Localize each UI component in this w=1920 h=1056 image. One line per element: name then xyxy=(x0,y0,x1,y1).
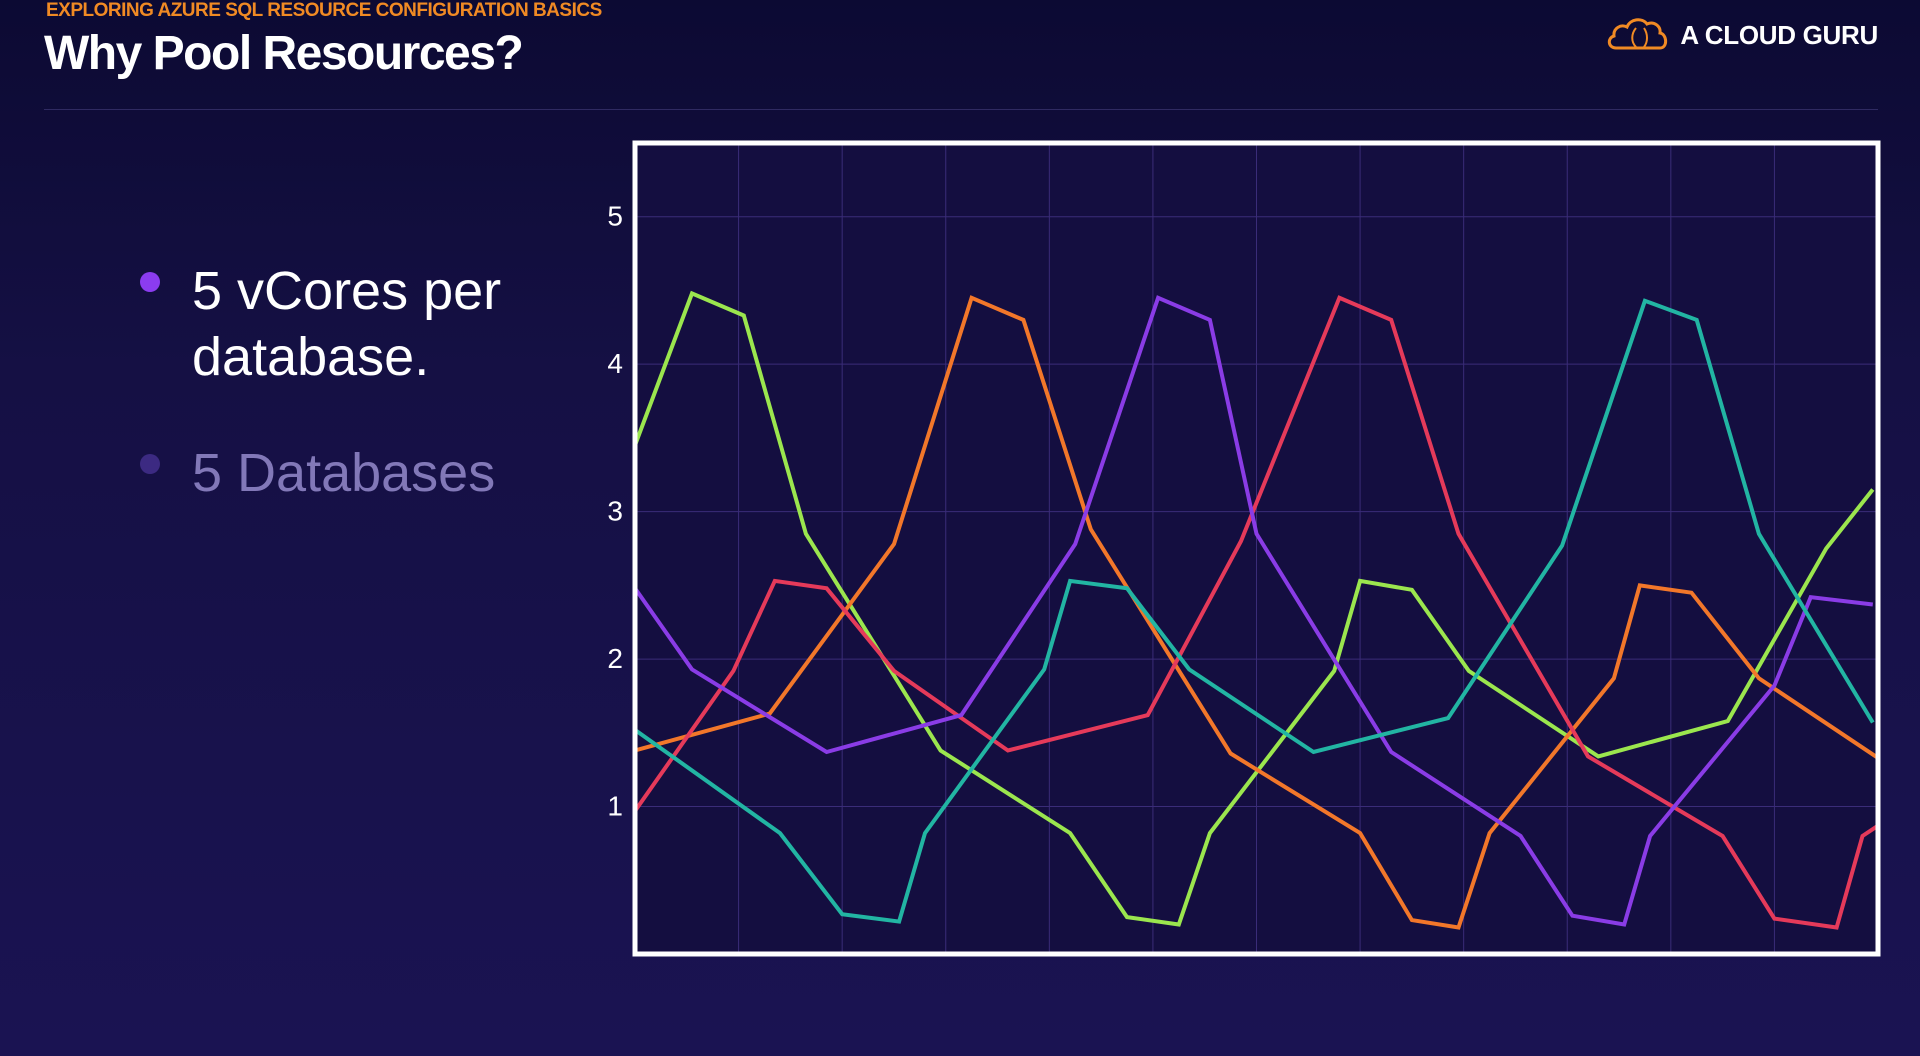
y-tick-label: 3 xyxy=(607,496,623,527)
series-line xyxy=(633,290,1875,927)
y-tick-label: 2 xyxy=(607,643,623,674)
bullet-list: 5 vCores per database. 5 Databases xyxy=(140,258,580,556)
y-tick-label: 5 xyxy=(607,201,623,232)
series-line xyxy=(633,295,1874,927)
series-line xyxy=(634,295,1880,930)
y-tick-label: 1 xyxy=(607,791,623,822)
page-title: Why Pool Resources? xyxy=(44,27,524,80)
bullet-item-vcores: 5 vCores per database. xyxy=(140,258,580,390)
course-kicker: EXPLORING AZURE SQL RESOURCE CONFIGURATI… xyxy=(46,0,602,21)
bullet-text-databases: 5 Databases xyxy=(192,443,496,503)
bullet-text-vcores: 5 vCores per database. xyxy=(192,258,501,390)
header-divider xyxy=(44,109,1878,110)
bullet-text-line: database. xyxy=(192,327,430,387)
series-line xyxy=(633,295,1880,930)
y-tick-label: 4 xyxy=(607,348,623,379)
series-line xyxy=(633,298,1875,924)
brand-name: A CLOUD GURU xyxy=(1680,20,1878,50)
bullet-item-databases: 5 Databases xyxy=(140,440,580,506)
cloud-icon xyxy=(1606,14,1670,57)
bullet-text-line: 5 vCores per xyxy=(192,261,502,321)
bullet-dot-active xyxy=(140,272,160,292)
brand-logo: A CLOUD GURU xyxy=(1606,14,1878,57)
plot-frame xyxy=(632,140,1881,957)
bullet-dot-dim xyxy=(140,454,160,474)
